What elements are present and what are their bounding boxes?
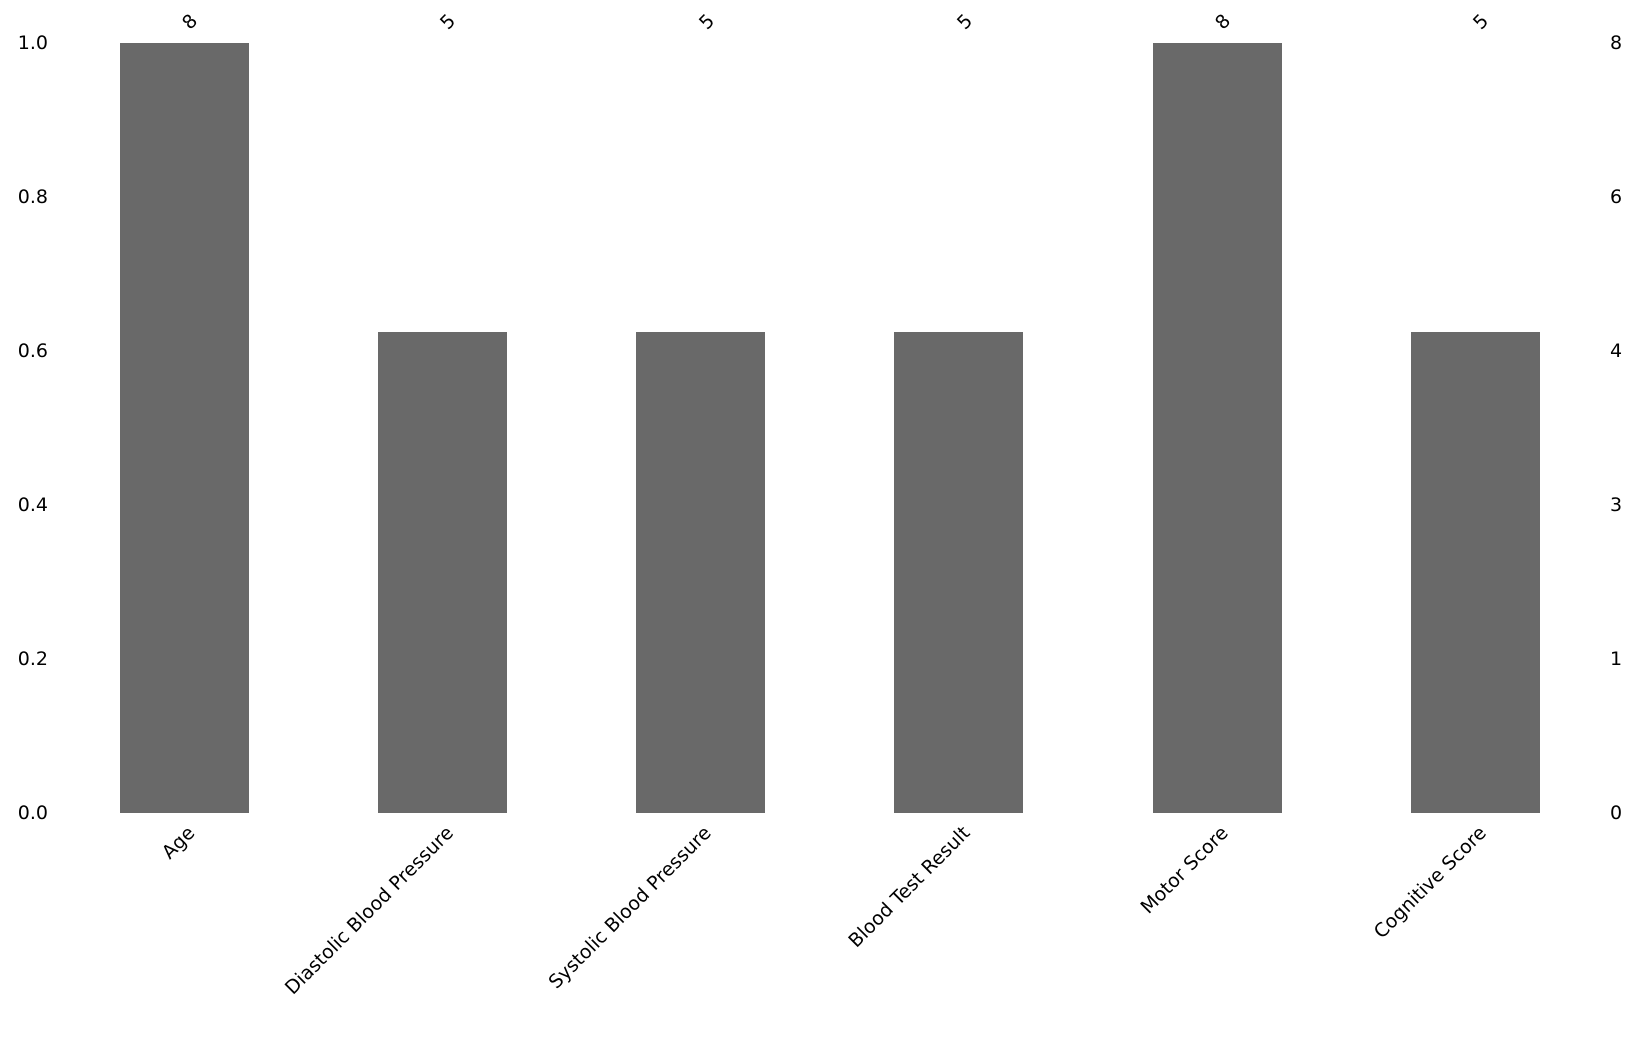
bar-value-label: 5 bbox=[694, 9, 719, 35]
y-tick-label-right: 3 bbox=[1610, 494, 1623, 516]
x-tick-label: Cognitive Score bbox=[1369, 822, 1491, 944]
y-tick-label-left: 0.4 bbox=[17, 494, 48, 516]
bar bbox=[894, 331, 1024, 813]
bar-value-label: 8 bbox=[177, 9, 203, 35]
y-tick-label-left: 0.2 bbox=[17, 648, 48, 670]
y-tick-label-left: 0.6 bbox=[17, 340, 48, 362]
bar-value-label: 8 bbox=[1210, 9, 1236, 35]
y-tick-label-right: 0 bbox=[1610, 802, 1623, 824]
y-tick-label-right: 1 bbox=[1610, 648, 1623, 670]
bar bbox=[1410, 331, 1540, 813]
bar bbox=[1152, 43, 1282, 813]
y-tick-label-left: 0.8 bbox=[17, 186, 48, 208]
x-tick-label: Blood Test Result bbox=[844, 822, 975, 952]
bar-value-label: 5 bbox=[436, 9, 461, 35]
y-tick-label-left: 1.0 bbox=[17, 32, 48, 54]
y-tick-label-right: 4 bbox=[1610, 340, 1623, 362]
x-tick-label: Age bbox=[158, 822, 200, 864]
y-tick-label-right: 8 bbox=[1610, 32, 1623, 54]
x-tick-label: Diastolic Blood Pressure bbox=[280, 822, 458, 1000]
x-tick-label: Systolic Blood Pressure bbox=[544, 822, 717, 994]
bar bbox=[377, 331, 507, 813]
bar-value-label: 5 bbox=[952, 9, 977, 35]
y-tick-label-right: 6 bbox=[1610, 186, 1623, 208]
y-tick-label-left: 0.0 bbox=[17, 802, 48, 824]
bar bbox=[636, 331, 766, 813]
bar bbox=[119, 43, 249, 813]
x-tick-label: Motor Score bbox=[1136, 822, 1233, 919]
bar-value-label: 5 bbox=[1469, 9, 1494, 35]
